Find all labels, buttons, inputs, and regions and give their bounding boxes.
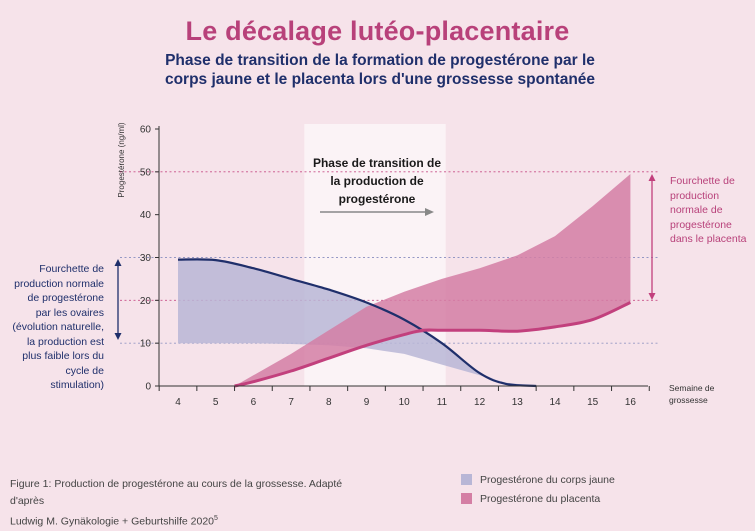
legend-item-placenta: Progestérone du placenta — [461, 489, 615, 508]
legend-label-placenta: Progestérone du placenta — [480, 492, 601, 505]
x-tick-label: 14 — [549, 397, 561, 408]
caption-reference: Ludwig M. Gynäkologie + Geburtshilfe 202… — [10, 515, 214, 528]
x-tick-label: 12 — [474, 397, 486, 408]
tick-labels: 0 10 20 30 40 50 60 4 5 6 7 8 9 10 11 12 13 14 15 16 — [140, 125, 650, 408]
caption-line-2: Ludwig M. Gynäkologie + Geburtshilfe 202… — [10, 510, 370, 531]
y-tick-label: 10 — [140, 339, 152, 350]
y-tick-label: 50 — [140, 167, 152, 178]
x-tick-label: 6 — [251, 397, 257, 408]
x-tick-label: 8 — [326, 397, 332, 408]
y-tick-label: 20 — [140, 296, 152, 307]
page-title: Le décalage lutéo-placentaire — [185, 16, 570, 46]
x-tick-label: 5 — [213, 397, 219, 408]
subtitle-line-2: corps jaune et le placenta lors d'une gr… — [164, 71, 596, 88]
chart-subtitle: Phase de transition de la formation de p… — [120, 51, 640, 89]
legend: Progestérone du corps jaune Progestérone… — [461, 470, 615, 508]
y-tick-label: 0 — [145, 382, 151, 393]
legend-label-corps-jaune: Progestérone du corps jaune — [480, 473, 615, 486]
figure-caption: Figure 1: Production de progestérone au … — [10, 476, 370, 531]
placenta-swatch — [461, 493, 472, 504]
corps-jaune-swatch — [461, 474, 472, 485]
placenta-line — [234, 301, 632, 388]
x-axis-label: Semaine de grossesse — [669, 383, 717, 405]
subtitle-line-1: Phase de transition de la formation de p… — [165, 52, 595, 69]
y-tick-label: 30 — [140, 253, 152, 264]
ovaries-range-note: Fourchette de production normale de prog… — [12, 263, 104, 391]
transition-label-1: Phase de transition de — [313, 156, 441, 170]
x-tick-label: 13 — [512, 397, 524, 408]
x-tick-label: 11 — [437, 397, 448, 408]
placenta-band — [234, 174, 631, 386]
x-axis-label-line-2: grossesse — [669, 395, 708, 405]
x-tick-label: 10 — [399, 397, 411, 408]
right-range-arrow-icon — [648, 174, 656, 300]
transition-label-2: la production de — [330, 174, 424, 188]
y-tick-label: 60 — [140, 125, 152, 136]
x-tick-label: 7 — [288, 397, 294, 408]
legend-item-corps-jaune: Progestérone du corps jaune — [461, 470, 615, 489]
corps-jaune-line — [177, 258, 537, 388]
left-range-arrow-icon — [114, 259, 122, 340]
arrow-right-icon — [320, 208, 434, 216]
y-axis-label: Progestérone (ng/ml) — [117, 122, 126, 197]
y-tick-label: 40 — [140, 210, 152, 221]
x-tick-label: 9 — [364, 397, 370, 408]
transition-label-3: progestérone — [339, 192, 416, 206]
caption-line-1: Figure 1: Production de progestérone au … — [10, 478, 343, 507]
x-tick-label: 16 — [625, 397, 637, 408]
x-axis-label-line-1: Semaine de — [669, 383, 715, 393]
placenta-range-note: Fourchette de production normale de prog… — [670, 175, 747, 245]
x-tick-label: 4 — [175, 397, 181, 408]
caption-superscript: 5 — [214, 515, 218, 522]
x-tick-label: 15 — [587, 397, 599, 408]
